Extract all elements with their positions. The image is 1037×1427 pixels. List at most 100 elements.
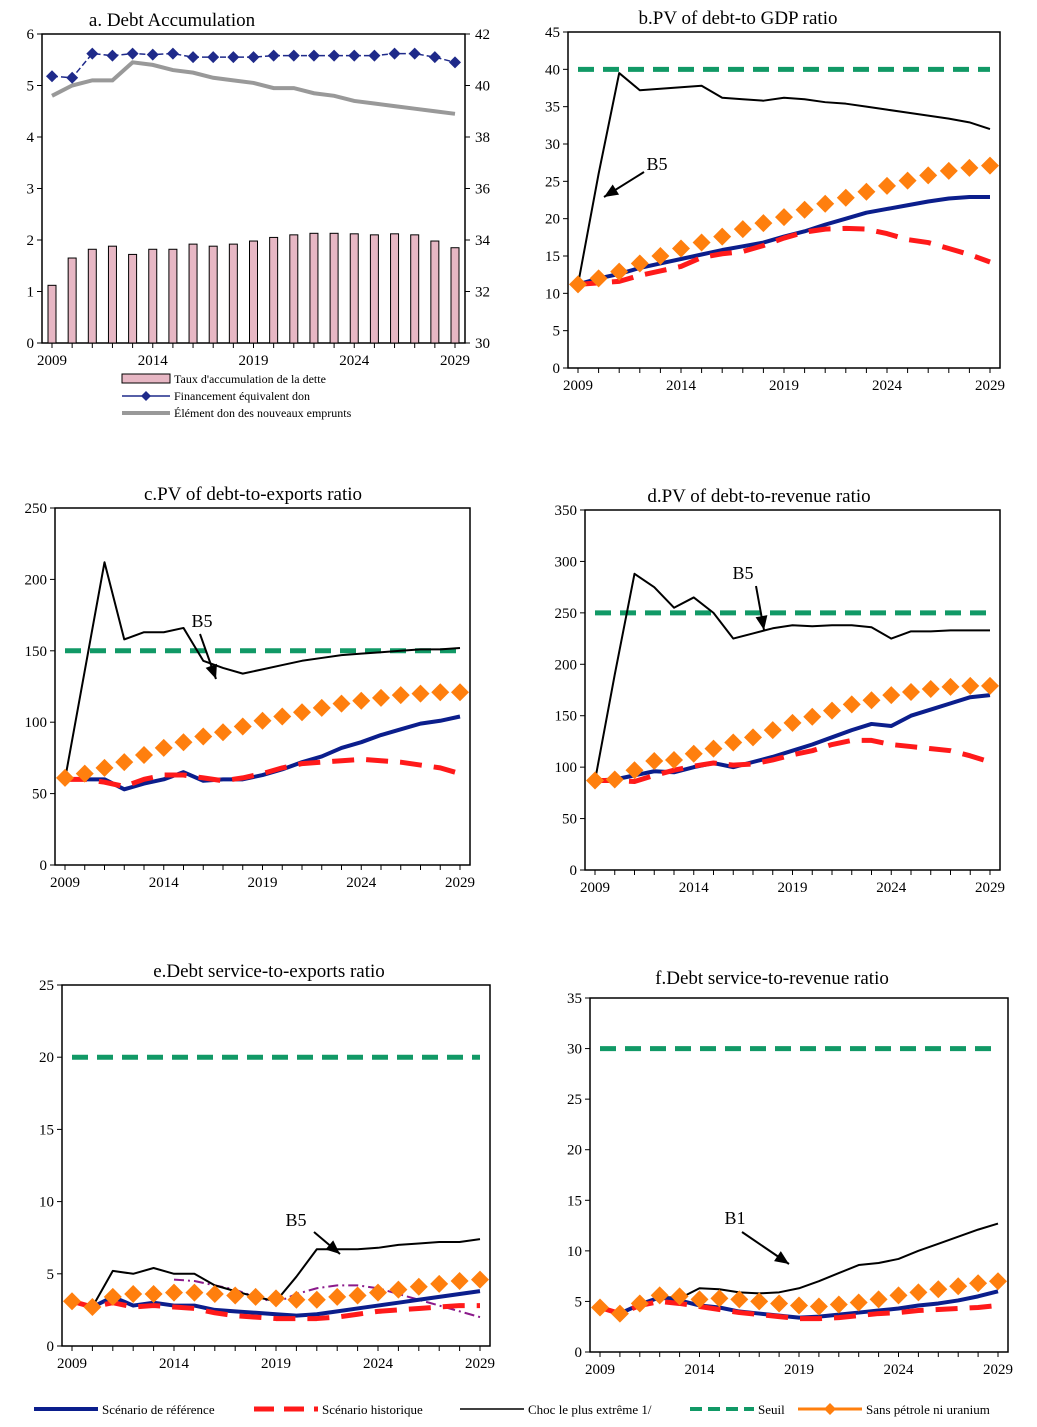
legend-swatch-no-oil-uranium-marker [824,1403,836,1415]
series-point-no-oil-uranium [610,262,629,281]
panel-title: b.PV of debt-to GDP ratio [639,8,838,29]
series-point-no-oil-uranium [961,676,980,695]
x-tick-label: 2024 [884,1362,915,1378]
y-tick-label: 100 [555,760,578,776]
annotation-arrow [199,633,217,680]
series-point-no-oil-uranium [651,247,670,265]
y-tick-label: 20 [567,1143,582,1159]
series-line-reference [65,714,461,792]
panel-title: c.PV of debt-to-exports ratio [144,484,362,505]
series-point-no-oil-uranium [83,1298,102,1317]
y-tick-label: 0 [575,1345,583,1361]
x-tick-label: 2014 [685,1362,716,1378]
series-point-no-oil-uranium [267,1289,285,1308]
series-point-no-oil-uranium [750,1292,769,1311]
series-point-no-oil-uranium [154,738,173,757]
series-point-no-oil-uranium [829,1295,848,1314]
panel-e: e.Debt service-to-exports ratio051015202… [39,961,495,1372]
series-point-no-oil-uranium [889,1286,908,1305]
x-tick-label: 2029 [465,1356,495,1372]
annotation-arrow-head [774,1251,789,1264]
y-tick-label: 250 [25,501,48,517]
series-line-reference [599,1289,999,1320]
series-line-extreme-shock [577,72,991,285]
y-tick-label: 2 [27,233,35,249]
x-tick-label: 2019 [784,1362,814,1378]
series-point-no-oil-uranium [372,688,390,707]
series-point-no-oil-uranium [921,679,940,698]
series-point-no-oil-uranium [730,1290,749,1309]
panel-c: c.PV of debt-to-exports ratio 0 50 100 150 20… [25,484,476,891]
x-tick-label: 2014 [159,1356,190,1372]
x-tick-label: 2014 [679,880,710,896]
series-point-financing [449,56,461,69]
bar [168,248,178,344]
y-tick-label: 50 [562,812,577,828]
x-tick-label: 2024 [346,875,377,891]
series-point-financing [408,47,421,60]
y2-tick-label: 34 [475,233,491,249]
series-line-historical [599,1298,999,1322]
series-point-financing [146,48,159,61]
series-point-no-oil-uranium [770,1294,789,1313]
annotation-arrow [313,1231,341,1255]
y-tick-label: 15 [545,249,560,265]
bar [188,243,198,344]
bar [349,233,359,344]
x-tick-label: 2019 [769,378,799,394]
series-point-no-oil-uranium [253,711,272,730]
y-tick-label: 25 [545,174,560,190]
series-point-financing [227,51,240,64]
legend-label-reference: Scénario de référence [102,1402,215,1417]
series-point-no-oil-uranium [869,1290,888,1309]
series-point-no-oil-uranium [919,166,938,185]
bar [249,240,258,344]
series-point-no-oil-uranium [144,1285,163,1304]
x-tick-label: 2029 [445,875,475,891]
x-tick-label: 2009 [50,875,80,891]
y-tick-label: 100 [25,715,48,731]
y-tick-label: 0 [570,863,578,879]
series-point-no-oil-uranium [981,676,999,695]
series-point-financing [106,49,119,62]
series-point-no-oil-uranium [409,1277,428,1296]
legend-label: Élément don des nouveaux emprunts [174,406,352,420]
series-point-no-oil-uranium [348,1286,367,1305]
series-point-no-oil-uranium [630,254,649,273]
panel-title: f.Debt service-to-revenue ratio [655,968,889,989]
bottom-legend: Scénario de référence Scénario historique… [34,1402,990,1417]
series-line-grant-element [51,60,456,116]
x-tick-label: 2019 [261,1356,291,1372]
y-tick-label: 0 [47,1339,55,1355]
series-point-no-oil-uranium [307,1290,326,1309]
series-point-no-oil-uranium [929,1280,948,1299]
panel-b: b.PV of debt-to GDP ratio 0 5 10 15 20 25 30 35 4… [545,8,1005,394]
y-tick-label: 350 [555,503,578,519]
bar [67,257,77,344]
y-tick-label: 5 [553,324,561,340]
series-point-no-oil-uranium [842,695,861,714]
y-tick-label: 10 [39,1195,54,1211]
series-point-no-oil-uranium [450,1272,469,1291]
series-point-no-oil-uranium [795,200,814,219]
series-point-no-oil-uranium [328,1287,347,1306]
panel-title: e.Debt service-to-exports ratio [153,961,385,982]
bar [309,232,319,344]
legend-label: Financement équivalent don [174,389,310,403]
series-point-no-oil-uranium [704,739,723,758]
series-point-no-oil-uranium [273,707,292,726]
y-tick-label: 25 [39,978,54,994]
panel-title: d.PV of debt-to-revenue ratio [647,486,870,507]
y-tick-label: 20 [545,212,560,228]
bar [410,234,420,344]
series-point-no-oil-uranium [430,1274,449,1293]
y-tick-label: 30 [567,1042,582,1058]
x-tick-label: 2009 [57,1356,87,1372]
y2-tick-label: 40 [475,79,490,95]
annotation-label: B5 [191,611,212,631]
series-point-no-oil-uranium [809,1297,828,1316]
annotation-arrow-head [755,615,768,630]
annotation-arrow-head [604,184,620,197]
x-tick-label: 2014 [149,875,180,891]
